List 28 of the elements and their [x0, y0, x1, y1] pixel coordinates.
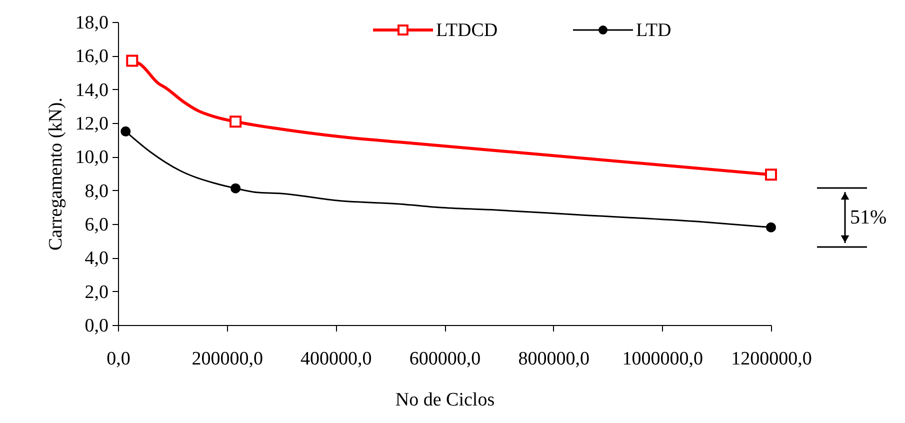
x-tick-label: 1000000,0	[622, 348, 704, 370]
point	[120, 126, 131, 136]
y-tick-label: 14,0	[75, 80, 108, 101]
y-tick-label: 0,0	[84, 316, 108, 336]
y-tick-label: 4,0	[84, 248, 108, 270]
y-tick-label: 6,0	[84, 214, 108, 236]
y-tick-label: 12,0	[75, 114, 108, 134]
point	[765, 168, 777, 181]
legend-label: LTD	[636, 20, 672, 41]
y-tick-label: 2,0	[84, 282, 108, 303]
x-tick-label: 600000,0	[409, 348, 481, 370]
x-tick-label: 400000,0	[300, 348, 372, 370]
x-axis-title: No de Ciclos	[395, 390, 495, 410]
y-tick-label: 18,0	[75, 12, 108, 34]
y-tick-label: 16,0	[75, 46, 108, 68]
point	[126, 54, 138, 67]
y-tick-label: 10,0	[75, 147, 108, 168]
x-tick-label: 0,0	[106, 348, 130, 370]
point	[230, 183, 241, 194]
legend-label: LTDCD	[436, 20, 498, 41]
y-axis-title: Carregamento (kN).	[45, 98, 66, 250]
point	[230, 116, 242, 128]
x-tick-label: 200000,0	[192, 348, 263, 370]
x-tick-label: 1200000,0	[731, 348, 812, 370]
text: 51%	[850, 206, 887, 228]
y-tick-label: 8,0	[84, 180, 108, 202]
x-tick-label: 800000,0	[518, 348, 590, 370]
point	[766, 222, 776, 232]
